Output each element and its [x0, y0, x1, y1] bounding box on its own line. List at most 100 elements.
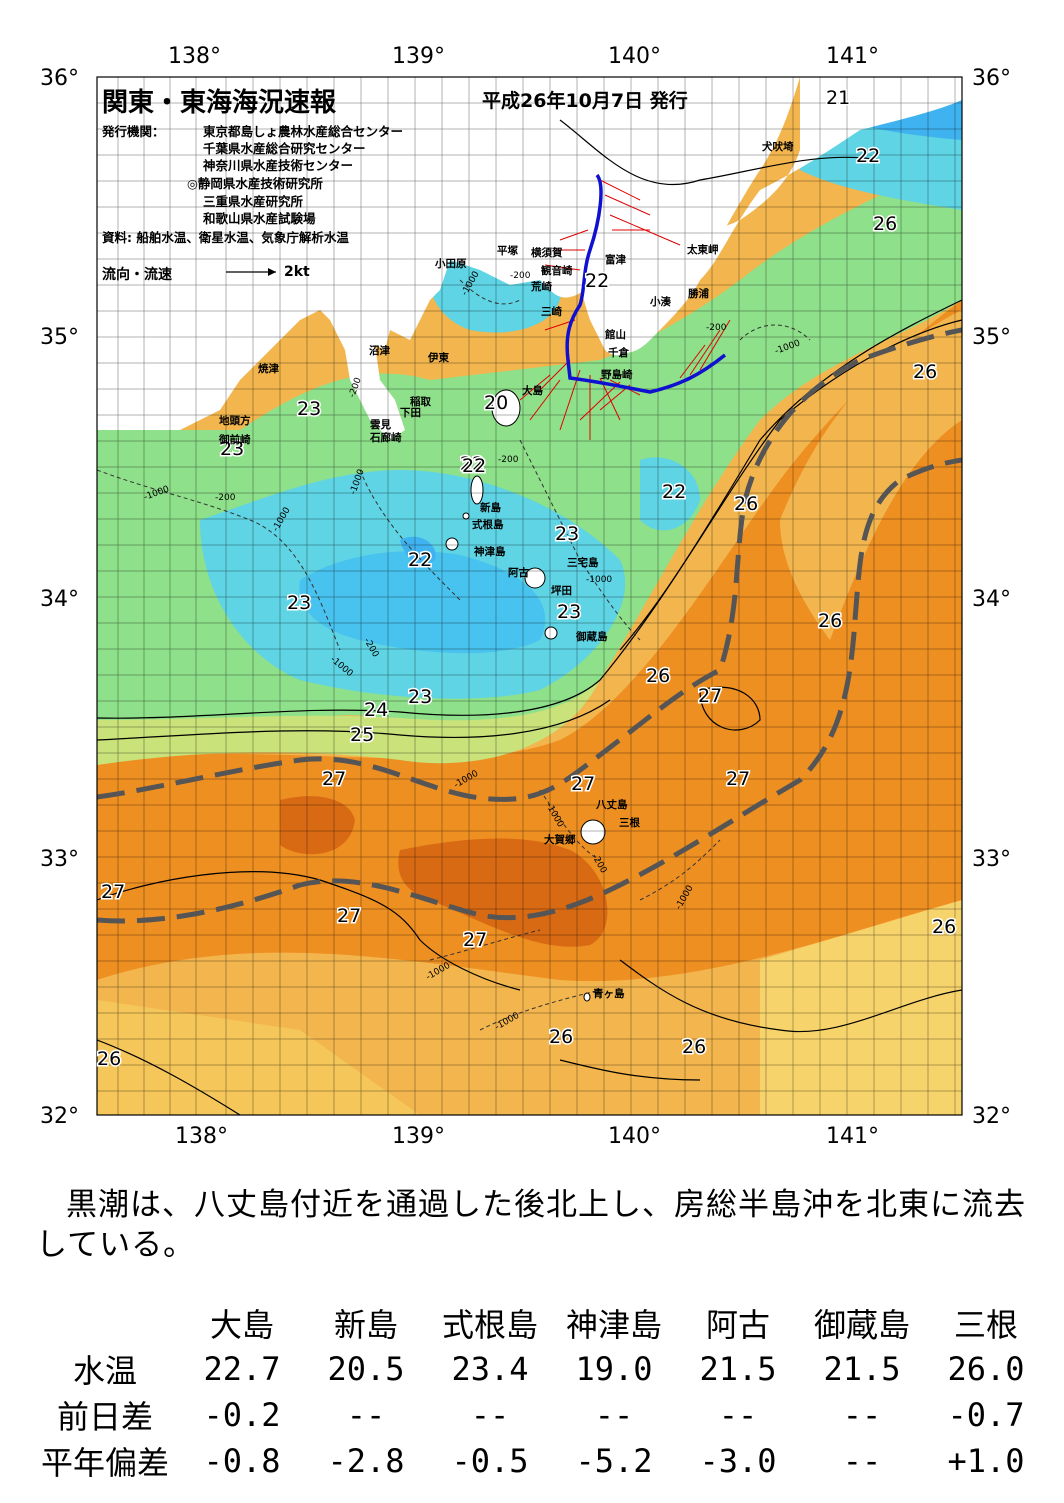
place-name: 沼津: [369, 344, 390, 357]
sst-table: 大島 新島 式根島 神津島 阿古 御蔵島 三根 水温 22.7 20.5 23.…: [30, 1300, 1048, 1484]
temp-label: 27: [337, 905, 361, 927]
place-name: 館山: [604, 328, 626, 341]
temp-label: 26: [97, 1048, 121, 1070]
lat-label-33-right: 33°: [972, 847, 1011, 872]
data-source: 資料: 船舶水温、衛星水温、気象庁解析水温: [102, 230, 349, 245]
place-name: 富津: [605, 253, 626, 266]
lon-label-138-top: 138°: [168, 44, 221, 69]
place-name: 雲見: [370, 419, 391, 431]
place-name: 新島: [480, 501, 501, 514]
lat-label-36-right: 36°: [972, 66, 1011, 91]
kuroshio-axis: [97, 327, 962, 924]
sst-row-label: 前日差: [56, 1398, 153, 1436]
sst-col-header: 式根島: [441, 1306, 538, 1344]
temp-label: 26: [818, 610, 842, 632]
temp-label: 26: [646, 665, 670, 687]
place-name: 神津島: [474, 545, 506, 558]
temp-label: 26: [873, 213, 897, 235]
place-name: 犬吠埼: [761, 140, 794, 153]
lon-label-140-top: 140°: [608, 44, 661, 69]
lon-label-141-top: 141°: [826, 44, 879, 69]
place-name: 千倉: [608, 346, 629, 359]
sst-cell: -0.8: [203, 1442, 281, 1480]
place-name: 下田: [400, 407, 421, 419]
sst-cell: -2.8: [327, 1442, 405, 1480]
lon-label-139-bottom: 139°: [392, 1124, 445, 1149]
temp-label: 23: [555, 523, 579, 545]
place-name: 三崎: [541, 305, 562, 318]
lat-label-32-right: 32°: [972, 1104, 1011, 1129]
temp-label: 23: [557, 601, 581, 623]
sst-cell: 22.7: [203, 1350, 281, 1388]
temp-label: 26: [549, 1026, 573, 1048]
sst-map: 138° 139° 140° 141° 138° 139° 140° 141° …: [40, 44, 1011, 1149]
temp-label: 25: [350, 724, 374, 746]
depth-label: -200: [215, 493, 236, 503]
sst-row-temperature: 水温 22.7 20.5 23.4 19.0 21.5 21.5 26.0: [30, 1346, 1048, 1392]
depth-label: -200: [706, 323, 727, 333]
temp-label: 26: [913, 361, 937, 383]
place-name: 三根: [619, 816, 640, 829]
sst-corner: [30, 1300, 180, 1346]
place-name: 御蔵島: [575, 630, 608, 643]
temp-label: 27: [726, 768, 750, 790]
place-name: 小湊: [649, 295, 671, 308]
sst-row-anomaly: 平年偏差 -0.8 -2.8 -0.5 -5.2 -3.0 -- +1.0: [30, 1438, 1048, 1484]
issue-date: 平成26年10月7日 発行: [482, 90, 688, 112]
issuer-label: 発行機関：: [102, 124, 165, 139]
sst-header-row: 大島 新島 式根島 神津島 阿古 御蔵島 三根: [30, 1300, 1048, 1346]
sst-cell: -5.2: [575, 1442, 653, 1480]
map-frame: [96, 76, 963, 1116]
sst-cell: --: [346, 1396, 386, 1434]
temp-label: 27: [698, 685, 722, 707]
temp-label: 26: [682, 1036, 706, 1058]
lon-label-140-bottom: 140°: [608, 1124, 661, 1149]
place-name: 観音崎: [541, 264, 573, 277]
lon-label-139-top: 139°: [392, 44, 445, 69]
sst-map-svg: 138° 139° 140° 141° 138° 139° 140° 141° …: [40, 44, 1011, 1149]
temp-label: 22: [662, 481, 686, 503]
lat-label-35-right: 35°: [972, 325, 1011, 350]
issuer-item: 千葉県水産総合研究センター: [203, 141, 366, 156]
sst-col-header: 阿古: [705, 1306, 770, 1344]
flow-scale-label: 2kt: [284, 264, 310, 280]
place-name: 式根島: [472, 518, 504, 531]
sst-cell: --: [842, 1442, 882, 1480]
temp-label: 22: [585, 270, 609, 292]
sst-col-header: 神津島: [565, 1306, 662, 1344]
temp-label: 23: [408, 686, 432, 708]
place-name: 坪田: [551, 584, 572, 597]
temp-label: 23: [297, 398, 321, 420]
sst-cell: -0.2: [203, 1396, 281, 1434]
temp-label: 22: [460, 453, 484, 475]
temp-label: 20: [484, 392, 508, 414]
depth-label: -200: [498, 455, 519, 465]
temp-label: 26: [932, 916, 956, 938]
place-name: 石廊崎: [369, 431, 402, 444]
sst-cell: -0.7: [947, 1396, 1025, 1434]
sst-row-label: 平年偏差: [40, 1444, 169, 1482]
sst-cell: 20.5: [327, 1350, 405, 1388]
place-name: 青ヶ島: [593, 987, 625, 1000]
temp-label: 27: [463, 929, 487, 951]
temp-label: 27: [322, 768, 346, 790]
flow-legend-label: 流向・流速: [102, 267, 172, 283]
sst-cell: -3.0: [699, 1442, 777, 1480]
lat-label-32-left: 32°: [40, 1104, 79, 1129]
issuer-item: 三重県水産研究所: [203, 194, 304, 209]
depth-label: -200: [510, 271, 531, 281]
sst-cell: --: [594, 1396, 634, 1434]
place-name: 大島: [522, 384, 543, 397]
place-name: 焼津: [258, 362, 279, 375]
lat-label-35-left: 35°: [40, 325, 79, 350]
lat-label-36-left: 36°: [40, 66, 79, 91]
place-name: 勝浦: [688, 287, 709, 300]
issuer-item: ◎静岡県水産技術研究所: [187, 176, 323, 191]
sst-cell: 21.5: [823, 1350, 901, 1388]
temp-label: 27: [571, 773, 595, 795]
sst-cell: +1.0: [947, 1442, 1025, 1480]
place-name: 荒崎: [530, 280, 552, 293]
issuer-item: 東京都島しょ農林水産総合センター: [203, 124, 404, 139]
place-name: 三宅島: [567, 556, 599, 569]
summary-text: 黒潮は、八丈島付近を通過した後北上し、房総半島沖を北東に流去している。: [36, 1187, 1026, 1263]
